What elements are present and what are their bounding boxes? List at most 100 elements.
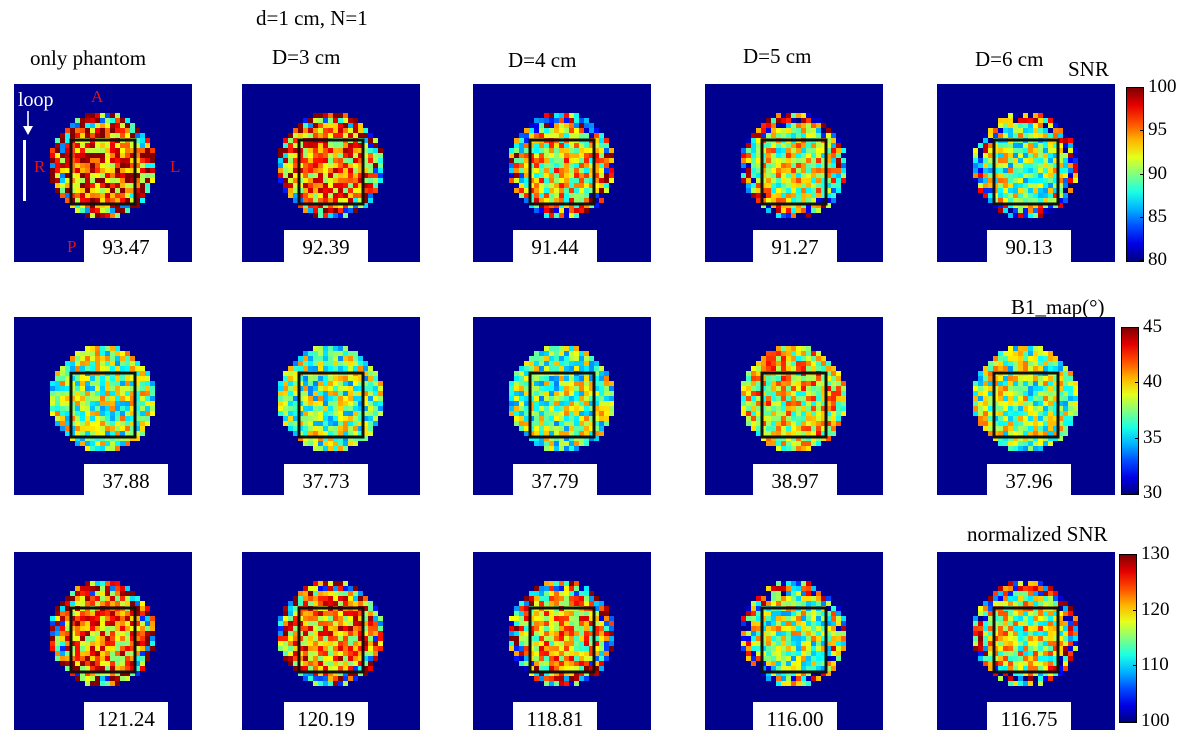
map-pixel xyxy=(328,158,333,163)
map-pixel xyxy=(574,133,579,138)
map-pixel xyxy=(831,606,836,611)
map-pixel xyxy=(288,416,293,421)
map-pixel xyxy=(343,183,348,188)
map-pixel xyxy=(110,431,115,436)
map-pixel xyxy=(135,666,140,671)
map-pixel xyxy=(796,626,801,631)
map-pixel xyxy=(150,636,155,641)
map-pixel xyxy=(978,138,983,143)
map-pixel xyxy=(801,123,806,128)
map-pixel xyxy=(1063,421,1068,426)
map-pixel xyxy=(328,113,333,118)
map-pixel xyxy=(811,406,816,411)
map-pixel xyxy=(80,208,85,213)
map-pixel xyxy=(1043,153,1048,158)
map-pixel xyxy=(338,168,343,173)
map-pixel xyxy=(323,636,328,641)
map-pixel xyxy=(569,183,574,188)
map-pixel xyxy=(761,591,766,596)
map-pixel xyxy=(308,391,313,396)
map-pixel xyxy=(796,113,801,118)
map-pixel xyxy=(599,153,604,158)
map-pixel xyxy=(816,158,821,163)
map-pixel xyxy=(1048,118,1053,123)
map-pixel xyxy=(135,621,140,626)
map-pixel xyxy=(589,636,594,641)
map-pixel xyxy=(1038,361,1043,366)
map-pixel xyxy=(761,596,766,601)
map-pixel xyxy=(554,636,559,641)
map-pixel xyxy=(539,153,544,158)
heatmap-panel-b1map-3: 37.79 xyxy=(473,317,651,495)
map-pixel xyxy=(120,386,125,391)
map-pixel xyxy=(55,406,60,411)
map-pixel xyxy=(534,631,539,636)
map-pixel xyxy=(120,591,125,596)
map-pixel xyxy=(544,168,549,173)
map-pixel xyxy=(554,168,559,173)
map-pixel xyxy=(564,173,569,178)
map-pixel xyxy=(145,173,150,178)
map-pixel xyxy=(353,356,358,361)
map-pixel xyxy=(781,601,786,606)
map-pixel xyxy=(363,646,368,651)
map-pixel xyxy=(988,421,993,426)
map-pixel xyxy=(90,611,95,616)
map-pixel xyxy=(1038,198,1043,203)
map-pixel xyxy=(55,173,60,178)
map-pixel xyxy=(1058,168,1063,173)
map-pixel xyxy=(801,356,806,361)
map-pixel xyxy=(328,366,333,371)
map-pixel xyxy=(1043,411,1048,416)
map-pixel xyxy=(821,198,826,203)
map-pixel xyxy=(85,666,90,671)
map-pixel xyxy=(781,178,786,183)
map-pixel xyxy=(746,631,751,636)
map-pixel xyxy=(564,391,569,396)
map-pixel xyxy=(564,681,569,686)
map-pixel xyxy=(95,213,100,218)
heatmap-panel-normalized-snr-5: 116.75 xyxy=(937,552,1115,730)
map-pixel xyxy=(574,173,579,178)
map-pixel xyxy=(1013,361,1018,366)
map-pixel xyxy=(796,651,801,656)
map-pixel xyxy=(604,631,609,636)
map-pixel xyxy=(978,386,983,391)
map-pixel xyxy=(313,416,318,421)
map-pixel xyxy=(1033,351,1038,356)
map-pixel xyxy=(1048,123,1053,128)
map-pixel xyxy=(115,681,120,686)
map-pixel xyxy=(363,611,368,616)
map-pixel xyxy=(348,656,353,661)
map-pixel xyxy=(791,366,796,371)
map-pixel xyxy=(150,386,155,391)
map-pixel xyxy=(105,681,110,686)
map-pixel xyxy=(323,361,328,366)
map-pixel xyxy=(288,661,293,666)
map-pixel xyxy=(1043,416,1048,421)
map-pixel xyxy=(791,406,796,411)
map-pixel xyxy=(539,651,544,656)
map-pixel xyxy=(368,666,373,671)
map-pixel xyxy=(554,626,559,631)
map-pixel xyxy=(564,426,569,431)
map-pixel xyxy=(65,133,70,138)
map-pixel xyxy=(1048,366,1053,371)
map-pixel xyxy=(1048,188,1053,193)
map-pixel xyxy=(368,416,373,421)
map-pixel xyxy=(534,601,539,606)
map-pixel xyxy=(816,361,821,366)
map-pixel xyxy=(1003,148,1008,153)
map-pixel xyxy=(105,183,110,188)
map-pixel xyxy=(1003,356,1008,361)
map-pixel xyxy=(135,426,140,431)
map-pixel xyxy=(358,356,363,361)
map-pixel xyxy=(821,611,826,616)
map-pixel xyxy=(988,431,993,436)
map-pixel xyxy=(338,143,343,148)
map-pixel xyxy=(841,401,846,406)
map-pixel xyxy=(609,631,614,636)
map-pixel xyxy=(831,193,836,198)
map-pixel xyxy=(278,626,283,631)
map-pixel xyxy=(348,381,353,386)
